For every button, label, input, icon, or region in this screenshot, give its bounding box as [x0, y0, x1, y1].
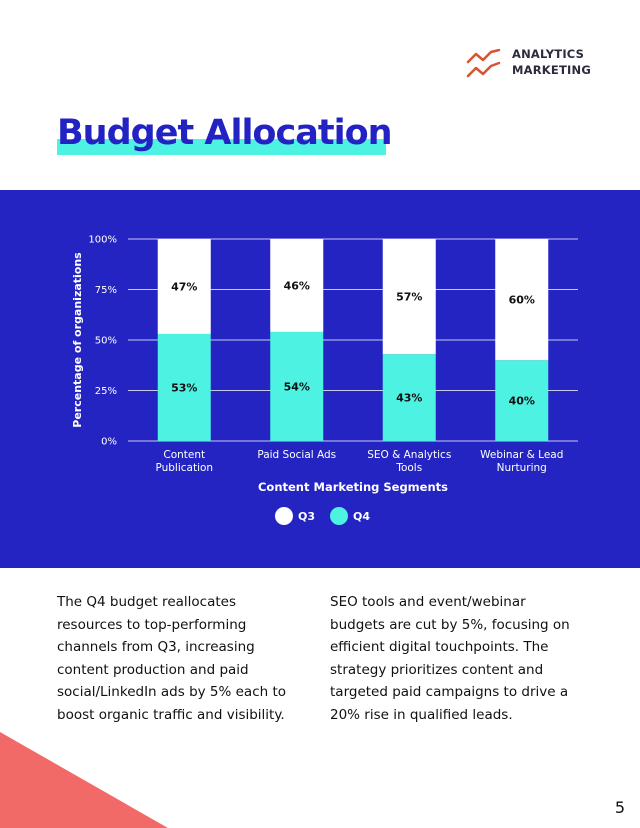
decorative-triangle	[0, 732, 168, 828]
data-label-q3: 46%	[284, 279, 310, 292]
bar-q4	[382, 354, 436, 441]
x-tick-label: Nurturing	[497, 462, 547, 474]
y-tick-label: 75%	[95, 285, 117, 296]
x-tick-label: Publication	[155, 462, 213, 474]
x-tick-label: Paid Social Ads	[257, 449, 336, 461]
trend-lines-icon	[466, 49, 501, 78]
brand-logo: ANALYTICS MARKETING	[466, 46, 606, 82]
x-axis-label: Content Marketing Segments	[258, 480, 448, 494]
chart-panel: 0% 25% 50% 75% 100% 47% 53% Content Publication 4…	[0, 190, 640, 568]
bar-q4	[270, 331, 324, 441]
bar-q4	[157, 333, 211, 441]
title-highlight	[57, 139, 386, 155]
bar-q3	[157, 239, 211, 334]
paragraph-left: The Q4 budget reallocates resources to t…	[57, 594, 287, 723]
data-label-q4: 43%	[396, 392, 422, 405]
bar-q3	[270, 239, 324, 332]
legend-label-q4: Q4	[353, 510, 370, 523]
x-tick-label: SEO & Analytics	[367, 449, 451, 461]
brand-line-1: ANALYTICS	[512, 47, 585, 61]
legend-swatch-q3	[275, 507, 293, 525]
legend-label-q3: Q3	[298, 510, 315, 523]
y-axis-label: Percentage of organizations	[71, 252, 84, 428]
y-tick-label: 25%	[95, 386, 117, 397]
y-tick-label: 0%	[101, 437, 117, 448]
x-tick-label: Tools	[395, 462, 422, 474]
data-label-q3: 47%	[171, 280, 197, 293]
y-tick-label: 50%	[95, 336, 117, 347]
brand-name: ANALYTICS MARKETING	[512, 46, 591, 78]
y-tick-label: 100%	[88, 235, 117, 246]
bar-q3	[382, 239, 436, 355]
data-label-q3: 57%	[396, 291, 422, 304]
x-tick-label: Content	[163, 449, 205, 461]
bar-q4	[495, 360, 549, 441]
x-tick-label: Webinar & Lead	[480, 449, 563, 461]
legend-swatch-q4	[330, 507, 348, 525]
brand-line-2: MARKETING	[512, 63, 591, 77]
data-label-q4: 53%	[171, 381, 197, 394]
paragraph-right: SEO tools and event/webinar budgets are …	[330, 594, 570, 723]
data-label-q4: 54%	[284, 380, 310, 393]
bar-q3	[495, 239, 549, 361]
page-title: Budget Allocation	[57, 113, 393, 153]
title-block: Budget Allocation	[57, 112, 393, 155]
page-number: 5	[614, 798, 625, 817]
data-label-q4: 40%	[509, 395, 535, 408]
data-label-q3: 60%	[509, 294, 535, 307]
